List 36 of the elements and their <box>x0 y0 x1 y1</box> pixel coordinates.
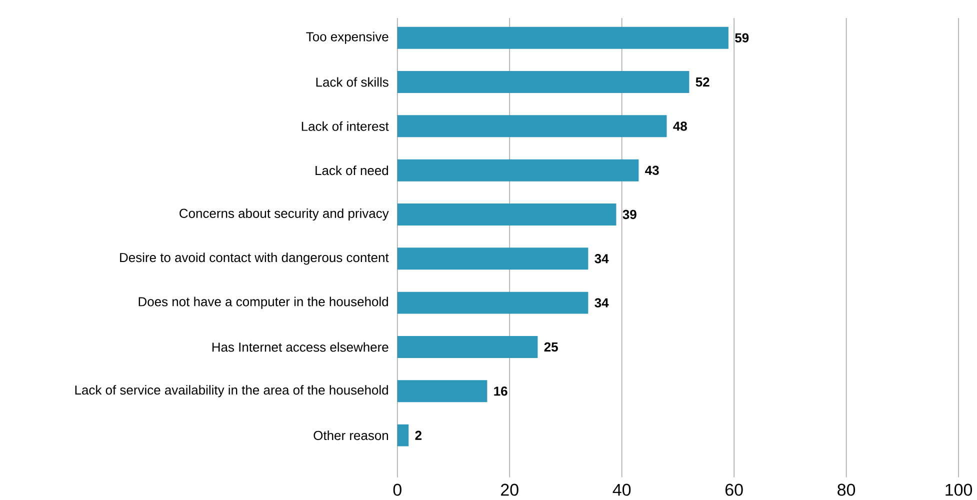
data-label: 34 <box>594 254 609 264</box>
bar <box>397 292 588 314</box>
y-tick-label: Lack of skills <box>316 77 388 87</box>
x-tick-label: 20 <box>501 484 518 496</box>
data-label: 48 <box>673 122 687 131</box>
y-tick-label: Concerns about security and privacy <box>180 208 389 220</box>
x-tick-label: 60 <box>725 484 743 496</box>
data-label: 59 <box>735 33 749 42</box>
x-tick-label: 100 <box>946 484 972 496</box>
bar <box>397 380 488 402</box>
y-tick-label: Has Internet access elsewhere <box>212 342 388 352</box>
data-label: 39 <box>622 210 636 220</box>
x-tick-label: 80 <box>838 484 856 496</box>
y-tick-label: Too expensive <box>306 32 388 44</box>
y-tick-label: Other reason <box>314 430 388 440</box>
bar <box>397 115 667 138</box>
data-label: 43 <box>645 166 659 175</box>
bar <box>397 248 588 270</box>
y-tick-label: Lack of interest <box>302 121 389 131</box>
y-tick-label: Desire to avoid contact with dangerous content <box>120 252 389 265</box>
data-label: 52 <box>696 77 710 87</box>
data-label: 34 <box>594 298 609 308</box>
bar <box>397 203 616 226</box>
bar <box>397 26 728 49</box>
y-tick-label: Lack of need <box>316 166 388 176</box>
bar <box>397 424 409 446</box>
data-label: 16 <box>494 386 508 396</box>
bar <box>397 336 538 358</box>
data-label: 25 <box>544 342 558 352</box>
y-tick-label: Does not have a computer in the household <box>138 296 388 309</box>
bar <box>397 70 690 93</box>
x-tick-label: 0 <box>393 484 402 496</box>
x-tick-label: 40 <box>612 484 631 496</box>
data-label: 2 <box>415 430 422 440</box>
bar <box>397 159 639 182</box>
y-tick-label: Lack of service availability in the area of the household <box>75 385 388 398</box>
